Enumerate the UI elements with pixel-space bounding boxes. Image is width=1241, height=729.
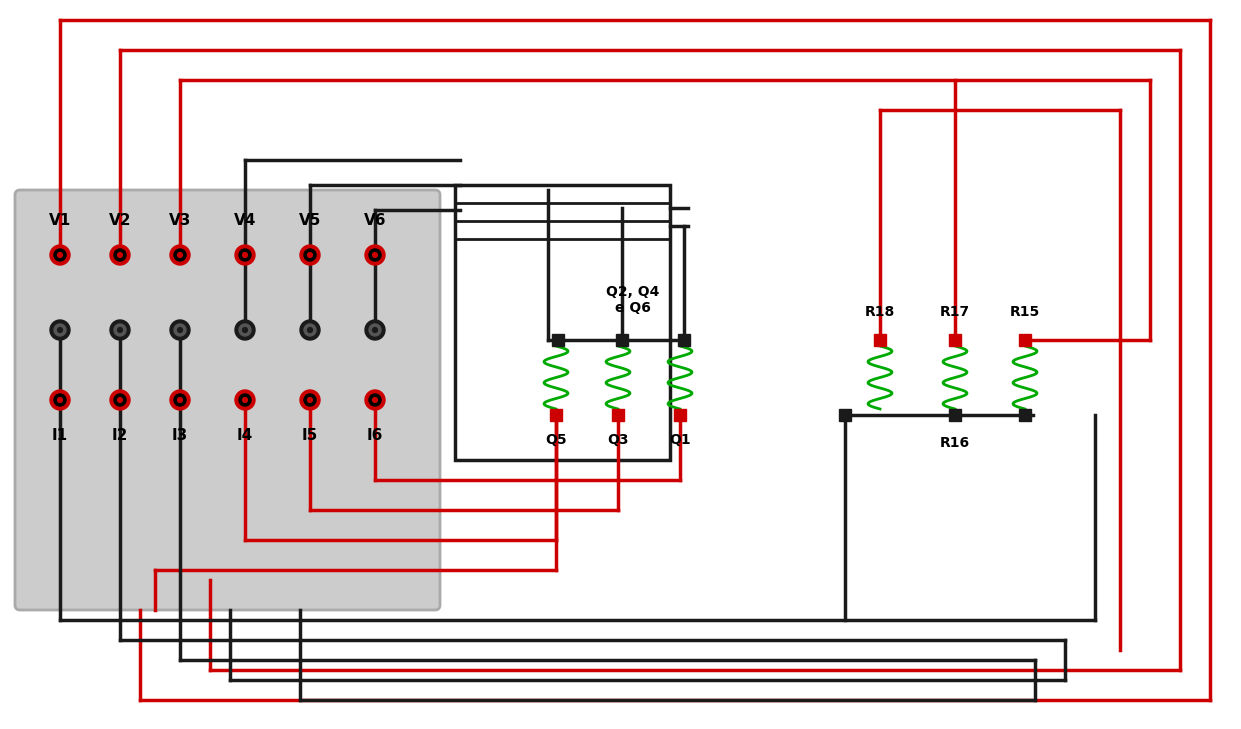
Circle shape bbox=[242, 253, 247, 257]
Bar bbox=[949, 409, 961, 421]
Circle shape bbox=[118, 253, 123, 257]
Circle shape bbox=[57, 327, 62, 332]
Circle shape bbox=[300, 245, 320, 265]
Circle shape bbox=[57, 253, 62, 257]
Circle shape bbox=[174, 249, 186, 261]
Circle shape bbox=[114, 324, 127, 336]
Text: I6: I6 bbox=[367, 427, 383, 443]
Text: R15: R15 bbox=[1010, 305, 1040, 319]
Circle shape bbox=[235, 245, 254, 265]
Circle shape bbox=[308, 253, 313, 257]
FancyBboxPatch shape bbox=[15, 190, 441, 610]
Circle shape bbox=[174, 324, 186, 336]
Circle shape bbox=[170, 320, 190, 340]
Text: V4: V4 bbox=[233, 212, 256, 227]
Text: Q3: Q3 bbox=[607, 433, 629, 447]
Text: I5: I5 bbox=[302, 427, 318, 443]
Circle shape bbox=[177, 327, 182, 332]
Circle shape bbox=[110, 390, 130, 410]
Bar bbox=[678, 334, 690, 346]
Circle shape bbox=[177, 253, 182, 257]
Circle shape bbox=[57, 397, 62, 402]
Circle shape bbox=[174, 394, 186, 406]
Circle shape bbox=[114, 394, 127, 406]
Text: V2: V2 bbox=[109, 212, 132, 227]
Bar bbox=[874, 334, 886, 346]
Text: I1: I1 bbox=[52, 427, 68, 443]
Circle shape bbox=[242, 327, 247, 332]
Circle shape bbox=[240, 324, 251, 336]
Circle shape bbox=[304, 249, 316, 261]
Bar bbox=[612, 409, 624, 421]
Text: V5: V5 bbox=[299, 212, 321, 227]
Circle shape bbox=[118, 327, 123, 332]
Circle shape bbox=[240, 394, 251, 406]
Circle shape bbox=[55, 249, 66, 261]
Circle shape bbox=[300, 320, 320, 340]
Circle shape bbox=[372, 327, 377, 332]
Bar bbox=[839, 409, 851, 421]
Bar bbox=[1019, 409, 1031, 421]
Circle shape bbox=[235, 390, 254, 410]
Circle shape bbox=[240, 249, 251, 261]
Text: V6: V6 bbox=[364, 212, 386, 227]
Text: I3: I3 bbox=[171, 427, 189, 443]
Circle shape bbox=[365, 245, 385, 265]
Circle shape bbox=[118, 397, 123, 402]
Circle shape bbox=[369, 324, 381, 336]
Bar bbox=[550, 409, 562, 421]
Text: I2: I2 bbox=[112, 427, 128, 443]
Bar bbox=[949, 334, 961, 346]
Circle shape bbox=[114, 249, 127, 261]
Circle shape bbox=[304, 324, 316, 336]
Circle shape bbox=[235, 320, 254, 340]
Text: Q1: Q1 bbox=[669, 433, 691, 447]
Circle shape bbox=[372, 253, 377, 257]
Text: R18: R18 bbox=[865, 305, 895, 319]
Circle shape bbox=[300, 390, 320, 410]
Circle shape bbox=[55, 394, 66, 406]
Circle shape bbox=[170, 245, 190, 265]
Circle shape bbox=[50, 245, 69, 265]
Circle shape bbox=[304, 394, 316, 406]
Circle shape bbox=[110, 245, 130, 265]
Text: R17: R17 bbox=[939, 305, 970, 319]
Circle shape bbox=[369, 394, 381, 406]
Circle shape bbox=[372, 397, 377, 402]
Text: V1: V1 bbox=[48, 212, 71, 227]
Circle shape bbox=[308, 397, 313, 402]
Bar bbox=[1019, 334, 1031, 346]
Circle shape bbox=[50, 390, 69, 410]
Text: V3: V3 bbox=[169, 212, 191, 227]
Circle shape bbox=[50, 320, 69, 340]
Circle shape bbox=[369, 249, 381, 261]
Bar bbox=[455, 185, 670, 460]
Circle shape bbox=[177, 397, 182, 402]
Bar bbox=[616, 334, 628, 346]
Text: R16: R16 bbox=[939, 436, 970, 450]
Circle shape bbox=[110, 320, 130, 340]
Circle shape bbox=[365, 390, 385, 410]
Circle shape bbox=[170, 390, 190, 410]
Circle shape bbox=[365, 320, 385, 340]
Circle shape bbox=[308, 327, 313, 332]
Text: I4: I4 bbox=[237, 427, 253, 443]
Circle shape bbox=[242, 397, 247, 402]
Bar bbox=[552, 334, 563, 346]
Circle shape bbox=[55, 324, 66, 336]
Text: Q2, Q4
e Q6: Q2, Q4 e Q6 bbox=[607, 285, 660, 315]
Bar bbox=[674, 409, 686, 421]
Text: Q5: Q5 bbox=[545, 433, 567, 447]
